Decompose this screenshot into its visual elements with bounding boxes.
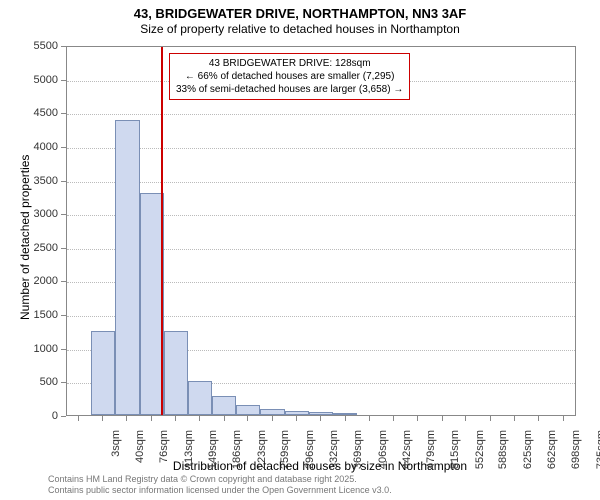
y-tick-label: 4500 [18, 107, 58, 119]
x-tick-label: 698sqm [570, 430, 582, 472]
y-tick-mark [61, 214, 66, 215]
y-tick-label: 1500 [18, 309, 58, 321]
x-tick-label: 442sqm [401, 430, 413, 472]
x-tick-mark [345, 416, 346, 421]
y-tick-label: 3500 [18, 175, 58, 187]
x-tick-label: 662sqm [546, 430, 558, 472]
x-tick-mark [102, 416, 103, 421]
y-tick-mark [61, 382, 66, 383]
histogram-bar [115, 120, 139, 415]
histogram-bar [164, 331, 188, 415]
annotation-box: 43 BRIDGEWATER DRIVE: 128sqm← 66% of det… [169, 53, 410, 100]
y-tick-mark [61, 147, 66, 148]
x-tick-mark [78, 416, 79, 421]
x-tick-mark [126, 416, 127, 421]
x-tick-mark [393, 416, 394, 421]
gridline [67, 148, 575, 149]
y-tick-label: 4000 [18, 141, 58, 153]
histogram-bar [285, 411, 309, 415]
y-tick-mark [61, 315, 66, 316]
x-tick-label: 3sqm [110, 430, 122, 472]
y-tick-mark [61, 80, 66, 81]
x-tick-mark [247, 416, 248, 421]
x-tick-mark [151, 416, 152, 421]
y-tick-label: 5000 [18, 74, 58, 86]
annotation-line: 43 BRIDGEWATER DRIVE: 128sqm [176, 57, 403, 70]
x-tick-mark [369, 416, 370, 421]
y-tick-mark [61, 113, 66, 114]
y-tick-label: 1000 [18, 343, 58, 355]
annotation-line: ← 66% of detached houses are smaller (7,… [176, 70, 403, 83]
y-tick-mark [61, 248, 66, 249]
attribution-footer: Contains HM Land Registry data © Crown c… [48, 474, 392, 497]
x-tick-mark [442, 416, 443, 421]
gridline [67, 182, 575, 183]
plot-area: 43 BRIDGEWATER DRIVE: 128sqm← 66% of det… [66, 46, 576, 416]
y-tick-mark [61, 349, 66, 350]
y-tick-mark [61, 416, 66, 417]
x-tick-mark [538, 416, 539, 421]
x-tick-label: 552sqm [474, 430, 486, 472]
x-tick-label: 113sqm [183, 430, 195, 472]
x-tick-label: 259sqm [279, 430, 291, 472]
x-tick-label: 40sqm [134, 430, 146, 472]
gridline [67, 114, 575, 115]
y-tick-label: 2000 [18, 275, 58, 287]
y-tick-label: 500 [18, 376, 58, 388]
histogram-bar [188, 381, 212, 415]
x-tick-label: 588sqm [497, 430, 509, 472]
x-tick-label: 332sqm [328, 430, 340, 472]
x-tick-label: 223sqm [256, 430, 268, 472]
x-tick-label: 735sqm [595, 430, 600, 472]
x-tick-mark [175, 416, 176, 421]
title-block: 43, BRIDGEWATER DRIVE, NORTHAMPTON, NN3 … [0, 0, 600, 36]
x-tick-label: 479sqm [425, 430, 437, 472]
x-axis-title: Distribution of detached houses by size … [40, 459, 600, 473]
histogram-bar [91, 331, 115, 415]
x-tick-mark [224, 416, 225, 421]
y-tick-label: 0 [18, 410, 58, 422]
x-tick-label: 76sqm [158, 430, 170, 472]
x-tick-label: 515sqm [449, 430, 461, 472]
x-tick-label: 369sqm [352, 430, 364, 472]
footer-line-2: Contains public sector information licen… [48, 485, 392, 496]
y-tick-label: 2500 [18, 242, 58, 254]
plot-frame: 43 BRIDGEWATER DRIVE: 128sqm← 66% of det… [66, 46, 576, 416]
x-tick-label: 149sqm [207, 430, 219, 472]
y-tick-mark [61, 281, 66, 282]
x-tick-mark [199, 416, 200, 421]
x-tick-mark [296, 416, 297, 421]
chart-subtitle: Size of property relative to detached ho… [0, 22, 600, 36]
x-tick-label: 186sqm [231, 430, 243, 472]
histogram-bar [309, 412, 333, 415]
histogram-bar [236, 405, 260, 415]
histogram-bar [260, 409, 284, 415]
histogram-bar [212, 396, 236, 415]
x-tick-label: 296sqm [304, 430, 316, 472]
x-tick-mark [417, 416, 418, 421]
annotation-line: 33% of semi-detached houses are larger (… [176, 83, 403, 96]
reference-line [161, 47, 163, 415]
histogram-bar [333, 413, 357, 415]
x-tick-label: 625sqm [522, 430, 534, 472]
x-tick-mark [465, 416, 466, 421]
chart-container: 43, BRIDGEWATER DRIVE, NORTHAMPTON, NN3 … [0, 0, 600, 500]
x-tick-mark [272, 416, 273, 421]
chart-title: 43, BRIDGEWATER DRIVE, NORTHAMPTON, NN3 … [0, 6, 600, 21]
y-tick-mark [61, 46, 66, 47]
y-tick-label: 5500 [18, 40, 58, 52]
x-tick-mark [563, 416, 564, 421]
footer-line-1: Contains HM Land Registry data © Crown c… [48, 474, 392, 485]
x-tick-label: 406sqm [377, 430, 389, 472]
x-tick-mark [514, 416, 515, 421]
y-tick-label: 3000 [18, 208, 58, 220]
y-tick-mark [61, 181, 66, 182]
x-tick-mark [490, 416, 491, 421]
x-tick-mark [320, 416, 321, 421]
